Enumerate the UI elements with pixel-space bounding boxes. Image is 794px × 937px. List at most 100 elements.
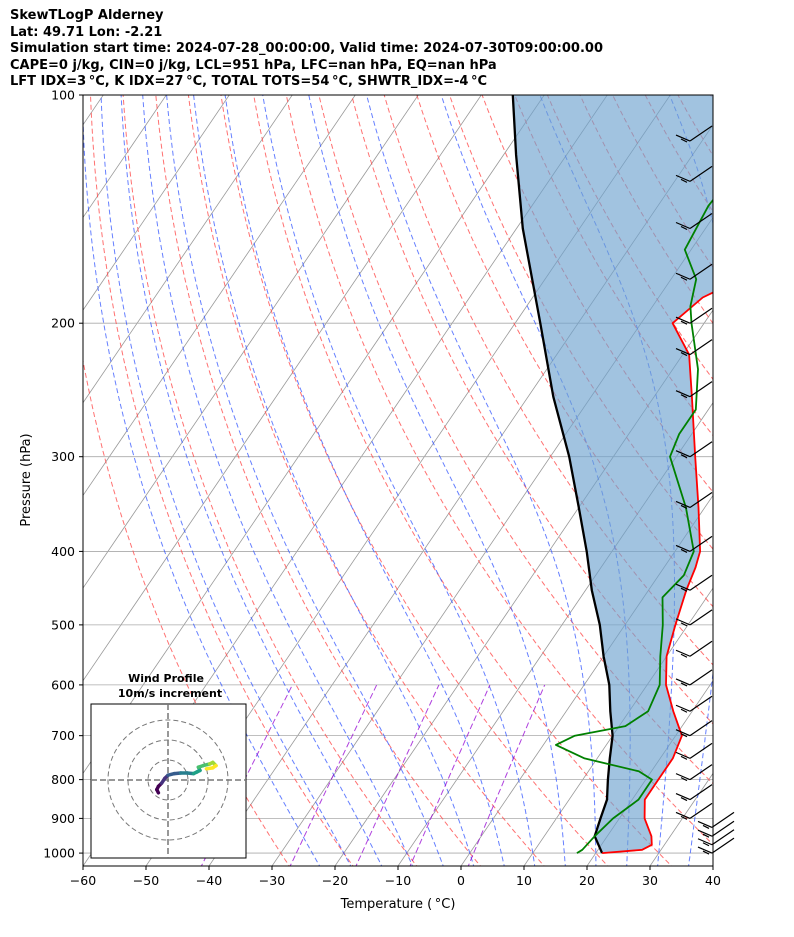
x-tick-label: −40 [196, 873, 222, 888]
wind-barb-flag [675, 450, 691, 458]
wind-barb [675, 669, 713, 687]
wind-barb-flag [680, 138, 688, 143]
wind-barb [675, 339, 713, 357]
moist-adiabat-line [100, 95, 352, 866]
hodograph-plot [91, 704, 246, 858]
wind-barb-flag [675, 618, 691, 626]
wind-barb [675, 802, 713, 820]
wind-barb [675, 640, 713, 658]
isotherm-line [712, 865, 713, 866]
wind-barb [675, 574, 713, 592]
wind-barb-flag [680, 777, 688, 782]
wind-barb-staff [689, 339, 713, 356]
wind-barb-flag [702, 833, 710, 838]
mixing-ratio-line [467, 684, 546, 866]
wind-barb-flag [680, 755, 688, 760]
wind-barb-flag [675, 649, 691, 657]
moist-adiabat-line [142, 95, 414, 866]
y-tick-label: 900 [51, 811, 75, 826]
wind-barb-flag [675, 348, 691, 356]
y-tick-label: 800 [51, 772, 75, 787]
x-axis-label: Temperature ( °C) [340, 897, 456, 912]
dry-adiabat-line [733, 78, 794, 869]
wind-barb-flag [675, 751, 691, 759]
wind-barb [675, 720, 713, 738]
isotherm-line [83, 95, 293, 404]
wind-barb [675, 441, 713, 459]
dry-adiabat-line [709, 95, 713, 101]
wind-barb-flag [675, 729, 691, 737]
isotherm-line [83, 95, 482, 682]
hodograph-inset: Wind Profile 10m/s increment [90, 672, 247, 859]
y-tick-label: 100 [51, 88, 75, 103]
wind-barb-flag [675, 316, 691, 324]
wind-barb [675, 212, 713, 231]
dry-adiabat-line [155, 95, 482, 866]
chart-header: SkewTLogP Alderney Lat: 49.71 Lon: -2.21… [10, 8, 603, 91]
wind-barb [697, 811, 735, 829]
wind-barb-staff [689, 212, 713, 229]
moist-adiabat-line [166, 95, 444, 866]
wind-barb-staff [689, 165, 713, 182]
y-tick-label: 400 [51, 544, 75, 559]
wind-barb-flag [675, 500, 691, 509]
wind-barb-flag [680, 797, 688, 802]
wind-barb-staff [689, 784, 713, 801]
x-tick-label: 40 [705, 873, 721, 888]
wind-barb [675, 125, 713, 143]
dry-adiabat-line [220, 95, 609, 866]
wind-barb-staff [689, 491, 713, 508]
dewpoint-line [555, 198, 713, 854]
y-tick-label: 500 [51, 617, 75, 632]
wind-barb [675, 307, 713, 325]
x-tick-label: 20 [579, 873, 595, 888]
wind-barb-staff [689, 125, 713, 142]
isotherm-line [83, 95, 356, 497]
wind-barb [697, 820, 735, 838]
dry-adiabat-line [83, 358, 290, 866]
wind-barb-flag [675, 704, 691, 712]
y-tick-label: 200 [51, 316, 75, 331]
wind-barb-flag [680, 276, 688, 281]
wind-barb-flag [680, 394, 688, 399]
hodograph-ring [147, 759, 189, 801]
wind-barb-flag [675, 272, 691, 280]
cape-fill-area [512, 95, 713, 854]
mixing-ratio-line [289, 684, 378, 866]
dry-adiabat-line [285, 95, 713, 846]
y-tick-label: 600 [51, 677, 75, 692]
wind-barb-flag [675, 221, 691, 230]
wind-barb-staff [689, 695, 713, 712]
wind-barb-staff [711, 837, 735, 854]
mixing-ratio-line [409, 684, 491, 866]
index-line: LFT IDX=3 °C, K IDX=27 °C, TOTAL TOTS=54… [10, 74, 488, 89]
wind-barb-flag [675, 811, 691, 819]
x-axis-ticks: −60 −50 −40 −30 −20 −10 0 10 20 30 40 [70, 866, 721, 888]
x-tick-label: −60 [70, 873, 96, 888]
wind-barb-staff [711, 820, 735, 837]
wind-barb-flag [702, 842, 710, 847]
wind-barb-flag [675, 134, 691, 142]
x-tick-label: −20 [322, 873, 348, 888]
wind-barb-staff [689, 669, 713, 686]
wind-barb-staff [689, 609, 713, 626]
hodograph-segment [204, 766, 215, 771]
wind-barb-staff [689, 381, 713, 398]
moist-adiabat-line [224, 95, 505, 866]
wind-barb-staff [689, 307, 713, 324]
wind-barb-flag [680, 622, 688, 627]
wind-barb-flag [702, 850, 710, 855]
moist-adiabat-line [83, 100, 321, 866]
isotherm-line [271, 216, 713, 866]
x-tick-label: 0 [457, 873, 465, 888]
wind-barb-flag [702, 824, 710, 829]
moist-adiabat-line [193, 95, 475, 866]
isotherm-line [83, 95, 545, 775]
wind-barb [675, 165, 713, 183]
dry-adiabat-line [187, 95, 545, 866]
wind-barb-flag [680, 733, 688, 738]
cin-shaded-area [512, 95, 713, 854]
moist-adiabat-line [719, 78, 794, 869]
wind-barbs [675, 125, 735, 855]
